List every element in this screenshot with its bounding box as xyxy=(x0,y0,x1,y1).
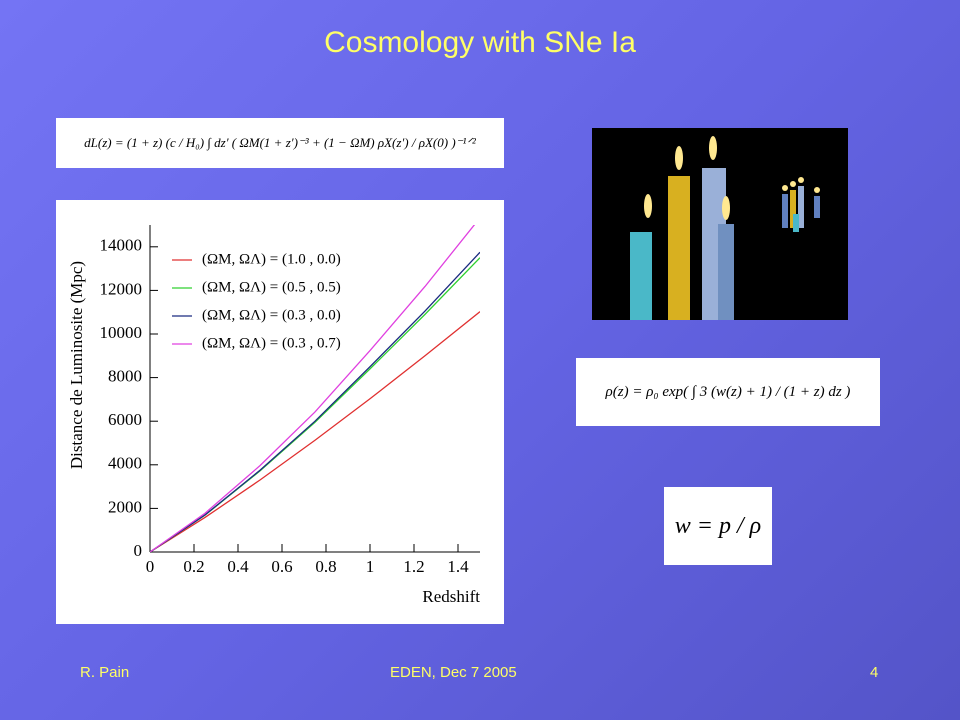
y-axis-label: Distance de Luminosite (Mpc) xyxy=(67,261,86,469)
candles-photo xyxy=(592,128,848,320)
x-tick-label: 1.2 xyxy=(403,557,424,576)
x-tick-label: 0.6 xyxy=(271,557,292,576)
x-tick-label: 0.8 xyxy=(315,557,336,576)
data-line xyxy=(150,311,480,552)
legend-label: (ΩM, ΩΛ) = (1.0 , 0.0) xyxy=(202,251,341,267)
data-line xyxy=(150,251,480,552)
x-tick-label: 0.2 xyxy=(183,557,204,576)
data-line xyxy=(150,257,480,552)
plot-area xyxy=(150,225,480,552)
x-tick-label: 0.4 xyxy=(227,557,249,576)
y-tick-label: 8000 xyxy=(108,367,142,386)
formula: dL(z) = (1 + z) (c / H₀) ∫ dz′ ( ΩM(1 + … xyxy=(56,118,504,168)
legend-label: (ΩM, ΩΛ) = (0.3 , 0.0) xyxy=(202,307,341,323)
chart-panel xyxy=(56,200,504,624)
y-tick-label: 14000 xyxy=(100,236,143,255)
slide-title: Cosmology with SNe Ia xyxy=(324,26,636,59)
y-tick-label: 0 xyxy=(134,541,143,560)
x-tick-label: 1 xyxy=(366,557,375,576)
y-tick-label: 6000 xyxy=(108,410,142,429)
x-tick-label: 1.4 xyxy=(447,557,469,576)
data-line xyxy=(150,225,476,552)
formula: w = p / ρ xyxy=(664,487,772,565)
legend-label: (ΩM, ΩΛ) = (0.5 , 0.5) xyxy=(202,279,341,295)
x-tick-label: 0 xyxy=(146,557,155,576)
legend-label: (ΩM, ΩΛ) = (0.3 , 0.7) xyxy=(202,335,341,351)
y-tick-label: 10000 xyxy=(100,323,143,342)
footer-event: EDEN, Dec 7 2005 xyxy=(390,664,517,681)
y-tick-label: 12000 xyxy=(100,279,143,298)
footer-author: R. Pain xyxy=(80,664,130,681)
x-axis-label: Redshift xyxy=(422,587,480,606)
y-tick-label: 2000 xyxy=(108,497,142,516)
formula: ρ(z) = ρ₀ exp( ∫ 3 (w(z) + 1) / (1 + z) … xyxy=(576,358,880,426)
y-tick-label: 4000 xyxy=(108,454,142,473)
footer-page: 4 xyxy=(870,664,879,681)
